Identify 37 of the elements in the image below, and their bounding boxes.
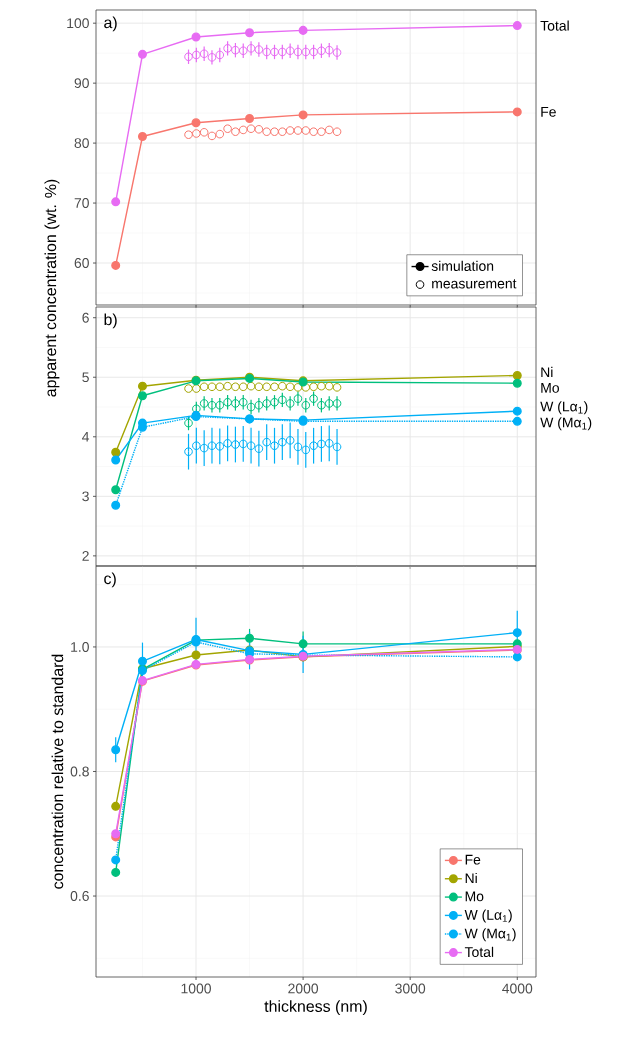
y-tick-label: 0.6 <box>70 891 89 901</box>
legend-label: W (Mα$_{1}$) <box>464 928 516 942</box>
legend-label: W (Lα$_{1}$) <box>464 909 512 923</box>
y-tick-label: 1.0 <box>71 642 89 652</box>
annotation: c) <box>104 572 116 588</box>
legend-label: Ni <box>465 872 477 884</box>
annotation: a) <box>104 16 117 32</box>
y-axis-title: concentration relative to standard <box>51 654 64 889</box>
legend-label: Mo <box>465 891 484 902</box>
series-label: Fe <box>541 107 556 117</box>
x-tick-label: 4000 <box>502 983 533 994</box>
legend-label: simulation <box>431 260 494 271</box>
legend-label: measurement <box>432 279 517 289</box>
y-tick-label: 70 <box>74 198 89 208</box>
annotation: b) <box>104 313 117 329</box>
series-label: Mo <box>541 383 559 393</box>
y-tick-label: 3 <box>82 491 89 502</box>
y-tick-label: 80 <box>74 138 89 149</box>
y-tick-label: 90 <box>74 78 89 89</box>
series-label: Total <box>540 20 569 31</box>
x-axis-title: thickness (nm) <box>264 1000 367 1016</box>
x-tick-label: 1000 <box>181 983 211 994</box>
x-tick-label: 3000 <box>395 983 426 994</box>
y-tick-label: 6 <box>82 312 89 323</box>
y-axis-title: apparent concentration (wt. %) <box>44 179 60 397</box>
y-tick-label: 2 <box>82 550 89 561</box>
y-tick-label: 60 <box>74 258 89 268</box>
legend-label: Fe <box>465 854 481 865</box>
series-label: Ni <box>541 366 553 377</box>
series-label: W (Lα$_{1}$) <box>540 401 588 415</box>
x-tick-label: 2000 <box>288 983 319 994</box>
y-tick-label: 0.8 <box>70 766 89 777</box>
series-label: W (Mα$_{1}$) <box>540 417 592 431</box>
y-tick-label: 4 <box>82 431 90 442</box>
y-tick-label: 100 <box>67 18 89 29</box>
y-tick-label: 5 <box>82 372 89 383</box>
legend-label: Total <box>464 946 494 958</box>
